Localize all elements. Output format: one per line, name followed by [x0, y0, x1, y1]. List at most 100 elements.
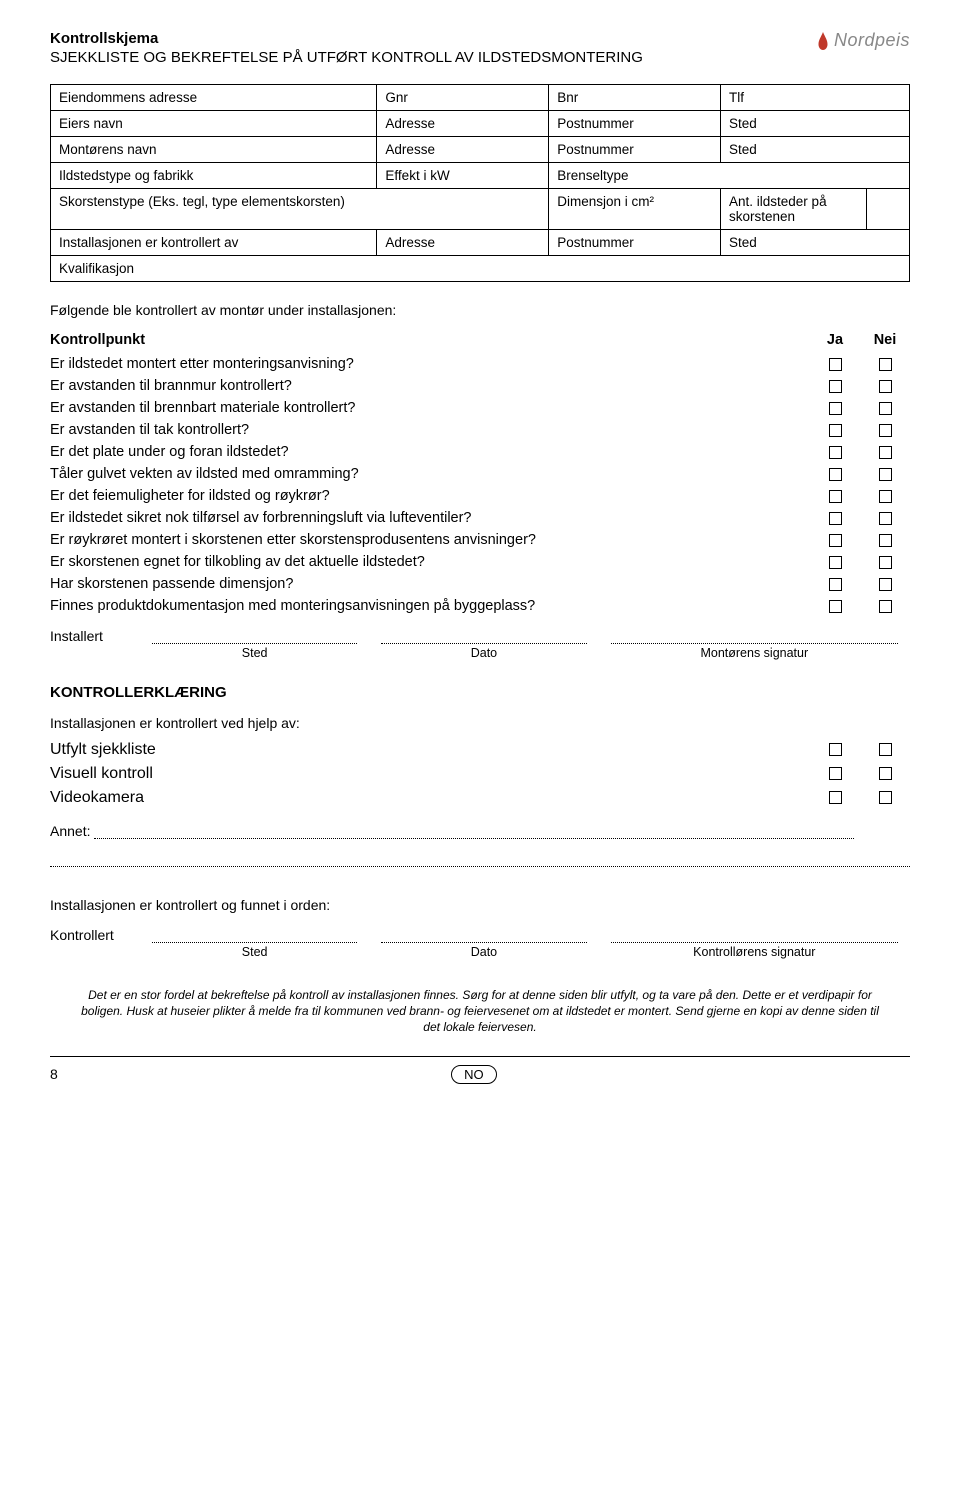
caption-sted: Sted [152, 945, 357, 959]
found-ok-label: Installasjonen er kontrollert og funnet … [50, 897, 910, 913]
checkbox-nei[interactable] [879, 424, 892, 437]
checklist-question: Er ildstedet montert etter monteringsanv… [50, 356, 810, 372]
checklist-row: Er avstanden til tak kontrollert? [50, 422, 910, 438]
checklist-row: Er skorstenen egnet for tilkobling av de… [50, 554, 910, 570]
cell[interactable]: Sted [721, 137, 910, 163]
control-method-label: Utfylt sjekkliste [50, 741, 810, 759]
checklist-row: Tåler gulvet vekten av ildsted med omram… [50, 466, 910, 482]
control-method-row: Videokamera [50, 789, 910, 807]
table-row: Montørens navn Adresse Postnummer Sted [51, 137, 910, 163]
caption-signature: Montørens signatur [611, 646, 898, 660]
annet-label: Annet: [50, 823, 90, 839]
cell[interactable]: Adresse [377, 230, 549, 256]
checkbox-ja[interactable] [829, 578, 842, 591]
checkbox-nei[interactable] [879, 380, 892, 393]
controlled-dato-field[interactable] [381, 929, 586, 943]
caption-signature: Kontrollørens signatur [611, 945, 898, 959]
checkbox-ja[interactable] [829, 512, 842, 525]
cell[interactable]: Eiendommens adresse [51, 85, 377, 111]
checkbox-nei[interactable] [879, 578, 892, 591]
checklist-question: Er avstanden til tak kontrollert? [50, 422, 810, 438]
cell[interactable]: Ildstedstype og fabrikk [51, 163, 377, 189]
checkbox-ja[interactable] [829, 468, 842, 481]
checkbox-ja[interactable] [829, 402, 842, 415]
cell[interactable]: Adresse [377, 137, 549, 163]
cell[interactable]: Postnummer [549, 230, 721, 256]
cell[interactable]: Kvalifikasjon [51, 256, 910, 282]
checkbox-nei[interactable] [879, 791, 892, 804]
annet-field-1[interactable] [94, 827, 854, 839]
cell[interactable]: Effekt i kW [377, 163, 549, 189]
checkbox-ja[interactable] [829, 380, 842, 393]
cell[interactable]: Skorstenstype (Eks. tegl, type elementsk… [51, 189, 549, 230]
checkbox-ja[interactable] [829, 490, 842, 503]
checkbox-ja[interactable] [829, 743, 842, 756]
checkbox-nei[interactable] [879, 743, 892, 756]
controlled-sted-field[interactable] [152, 929, 357, 943]
cell[interactable]: Postnummer [549, 137, 721, 163]
cell[interactable]: Brenseltype [549, 163, 910, 189]
checkbox-ja[interactable] [829, 600, 842, 613]
checkbox-ja[interactable] [829, 446, 842, 459]
checkbox-nei[interactable] [879, 358, 892, 371]
checkbox-nei[interactable] [879, 600, 892, 613]
col-header-question: Kontrollpunkt [50, 332, 810, 348]
checkbox-nei[interactable] [879, 490, 892, 503]
installed-signature-field[interactable] [611, 630, 898, 644]
checklist-row: Er ildstedet sikret nok tilførsel av for… [50, 510, 910, 526]
checkbox-ja[interactable] [829, 424, 842, 437]
cell[interactable]: Ant. ildsteder på skorstenen [721, 189, 867, 230]
checkbox-ja[interactable] [829, 791, 842, 804]
checkbox-nei[interactable] [879, 402, 892, 415]
cell[interactable]: Eiers navn [51, 111, 377, 137]
installed-label: Installert [50, 628, 140, 644]
checklist-question: Er det plate under og foran ildstedet? [50, 444, 810, 460]
checklist-question: Er avstanden til brennbart materiale kon… [50, 400, 810, 416]
checklist-question: Tåler gulvet vekten av ildsted med omram… [50, 466, 810, 482]
caption-sted: Sted [152, 646, 357, 660]
checkbox-ja[interactable] [829, 534, 842, 547]
cell[interactable]: Dimensjon i cm² [549, 189, 721, 230]
flame-icon [816, 32, 830, 50]
cell[interactable] [867, 189, 910, 230]
page-footer: 8 NO [50, 1056, 910, 1084]
checklist-row: Er røykrøret montert i skorstenen etter … [50, 532, 910, 548]
checkbox-nei[interactable] [879, 446, 892, 459]
cell[interactable]: Gnr [377, 85, 549, 111]
page-number: 8 [50, 1066, 58, 1082]
table-row: Installasjonen er kontrollert av Adresse… [51, 230, 910, 256]
cell[interactable]: Montørens navn [51, 137, 377, 163]
installed-sted-field[interactable] [152, 630, 357, 644]
checkbox-nei[interactable] [879, 534, 892, 547]
controlled-label: Kontrollert [50, 927, 140, 943]
footer-note: Det er en stor fordel at bekreftelse på … [80, 987, 880, 1036]
control-method-label: Videokamera [50, 789, 810, 807]
checkbox-nei[interactable] [879, 512, 892, 525]
annet-field-2[interactable] [50, 853, 910, 867]
cell[interactable]: Installasjonen er kontrollert av [51, 230, 377, 256]
col-header-nei: Nei [860, 332, 910, 348]
checklist-question: Har skorstenen passende dimensjon? [50, 576, 810, 592]
cell[interactable]: Sted [721, 111, 910, 137]
controlled-signature-field[interactable] [611, 929, 898, 943]
checkbox-nei[interactable] [879, 556, 892, 569]
checkbox-nei[interactable] [879, 468, 892, 481]
checkbox-ja[interactable] [829, 767, 842, 780]
cell[interactable]: Postnummer [549, 111, 721, 137]
control-sub: Installasjonen er kontrollert ved hjelp … [50, 715, 910, 731]
control-method-row: Visuell kontroll [50, 765, 910, 783]
cell[interactable]: Sted [721, 230, 910, 256]
annet-row: Annet: [50, 823, 910, 839]
checklist-row: Er det feiemuligheter for ildsted og røy… [50, 488, 910, 504]
property-info-table: Eiendommens adresse Gnr Bnr Tlf Eiers na… [50, 84, 910, 282]
cell[interactable]: Adresse [377, 111, 549, 137]
checklist-row: Finnes produktdokumentasjon med monterin… [50, 598, 910, 614]
checkbox-ja[interactable] [829, 556, 842, 569]
checkbox-ja[interactable] [829, 358, 842, 371]
cell[interactable]: Bnr [549, 85, 721, 111]
cell[interactable]: Tlf [721, 85, 910, 111]
brand-logo: Nordpeis [816, 30, 910, 51]
checklist-row: Er avstanden til brannmur kontrollert? [50, 378, 910, 394]
installed-dato-field[interactable] [381, 630, 586, 644]
checkbox-nei[interactable] [879, 767, 892, 780]
